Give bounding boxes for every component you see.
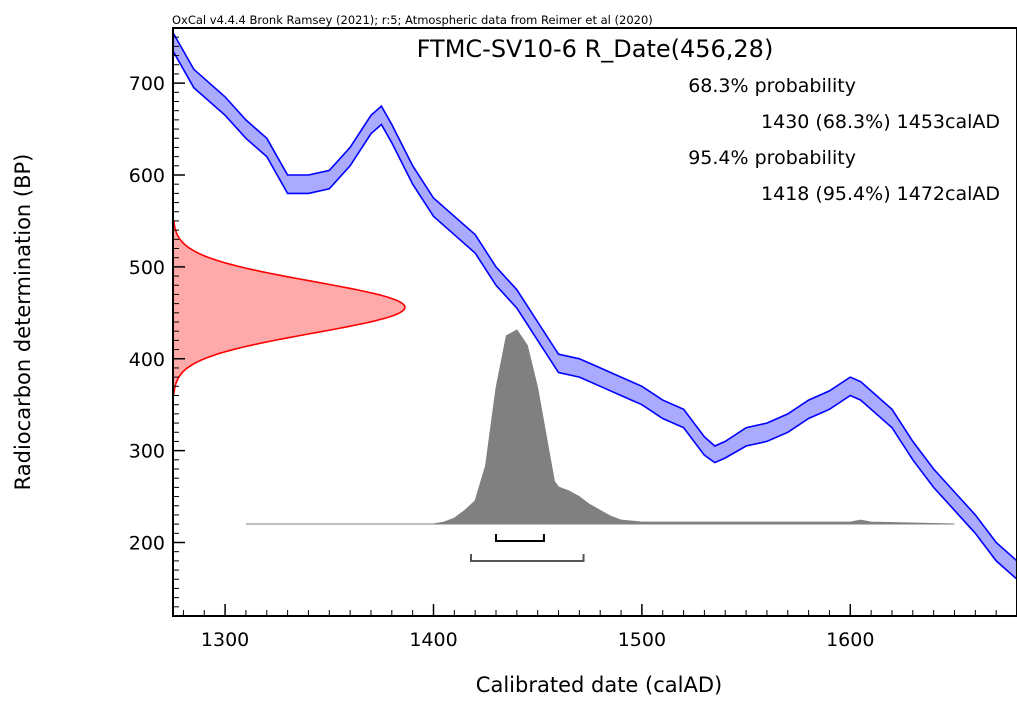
chart-credit: OxCal v4.4.4 Bronk Ramsey (2021); r:5; A… [172,13,653,27]
x-tick-label-1500: 1500 [618,629,666,651]
x-tick-label-1600: 1600 [826,629,874,651]
x-tick-label-1300: 1300 [201,629,249,651]
range-bracket-95 [470,554,585,562]
y-axis-label: Radiocarbon determination (BP) [11,154,35,491]
x-axis-label: Calibrated date (calAD) [476,673,722,697]
x-tick-label-1400: 1400 [409,629,457,651]
range-bracket-68 [495,534,545,542]
radiocarbon-distribution-outline [173,220,406,395]
range-label-68: 68.3% probability [688,75,856,97]
calibration-curve-upper [173,32,1017,562]
calibration-curve-lower [173,50,1017,580]
range-text-68: 1430 (68.3%) 1453calAD [761,111,1000,133]
y-tick-label-300: 300 [129,441,165,463]
y-tick-label-200: 200 [129,533,165,555]
radiocarbon-distribution [173,220,405,395]
y-tick-label-400: 400 [129,349,165,371]
range-text-95: 1418 (95.4%) 1472calAD [761,183,1000,205]
calibrated-distribution [245,329,955,525]
axes: 1300 1400 1500 1600 200 300 400 500 600 700 [129,36,1017,651]
chart-title: FTMC-SV10-6 R_Date(456,28) [417,35,774,63]
y-tick-label-700: 700 [129,73,165,95]
range-label-95: 95.4% probability [688,147,856,169]
y-tick-label-500: 500 [129,257,165,279]
y-tick-label-600: 600 [129,165,165,187]
plot-area [173,32,1017,580]
